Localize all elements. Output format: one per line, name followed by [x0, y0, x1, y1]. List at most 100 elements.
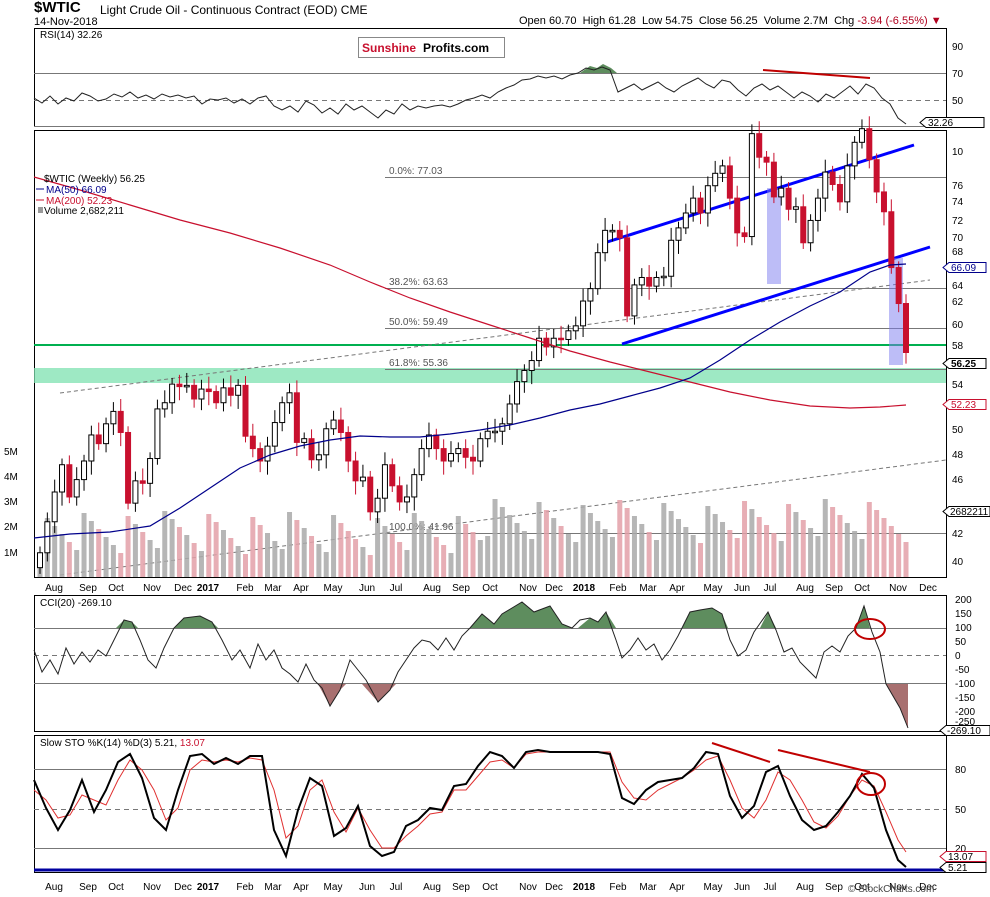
volume-last-value: 2682211 [950, 507, 989, 518]
price-candle [337, 419, 344, 433]
price-candle [719, 165, 726, 174]
chart-instrument-name: Light Crude Oil - Continuous Contract (E… [100, 3, 367, 17]
volume-bar [756, 517, 762, 577]
cci-oversold-fills [318, 684, 908, 728]
volume-bar [624, 508, 630, 577]
volume-bar [477, 540, 483, 577]
price-candle [477, 438, 484, 462]
volume-bar [507, 515, 513, 577]
volume-bar [375, 518, 381, 577]
sunshine-profits-logo: Sunshine Profits.com [358, 37, 505, 58]
price-candle [220, 387, 227, 404]
volume-bar [712, 514, 718, 577]
volume-bar [433, 537, 439, 577]
x-axis-label: Jul [390, 583, 403, 594]
volume-bar [125, 516, 131, 577]
channel-lower-line [621, 245, 931, 346]
volume-bar [419, 521, 425, 577]
volume-bar [287, 512, 293, 577]
volume-bar [294, 520, 300, 577]
price-candle [117, 410, 124, 433]
price-candle [213, 391, 220, 404]
volume-bar [720, 522, 726, 577]
vol-tick: 3M [4, 497, 18, 508]
x-axis-label: Aug [45, 583, 63, 594]
price-candle [359, 476, 366, 482]
legend-volume-swatch [38, 207, 43, 213]
price-candle [352, 460, 359, 482]
sto-divergence-line-1 [711, 742, 771, 763]
price-candle [418, 448, 425, 476]
price-candle [587, 288, 594, 302]
price-candle [624, 237, 631, 317]
price-candle [242, 384, 249, 437]
volume-bar [154, 548, 160, 577]
volume-bar [874, 510, 880, 577]
axis-tick: 70 [952, 233, 964, 244]
sto-legend: Slow STO %K(14) %D(3) 5.21, 13.07 [40, 738, 205, 749]
x-axis-label: Sep [452, 583, 470, 594]
cci-highlight-circle [854, 618, 886, 640]
volume-bar [309, 536, 315, 577]
price-candle [858, 128, 865, 143]
price-candle [176, 383, 183, 388]
volume-bar [397, 542, 403, 577]
volume-bar [866, 502, 872, 577]
volume-bar [455, 516, 461, 577]
price-candle [514, 381, 521, 405]
low-label: Low [641, 15, 663, 27]
x-axis-label: Dec [174, 583, 192, 594]
axis-tick: 46 [952, 475, 964, 486]
volume-bar [521, 531, 527, 577]
x-axis-label: Jul [764, 583, 777, 594]
price-candle [462, 448, 469, 458]
price-candle [139, 480, 146, 484]
volume-bar [492, 499, 498, 577]
cci-fill [578, 612, 616, 628]
cci-last-tag-box [939, 725, 990, 736]
sto-d-last-value: 13.07 [948, 852, 973, 863]
price-candle [814, 197, 821, 221]
x-axis-label: Oct [108, 583, 124, 594]
vol-tick: 2M [4, 522, 18, 533]
price-candle [257, 448, 264, 462]
price-candle [550, 337, 557, 348]
volume-bar [110, 545, 116, 577]
axis-tick: 42 [952, 529, 964, 540]
volume-bar [206, 514, 212, 577]
logo-profits: Profits.com [423, 41, 489, 55]
price-candle [697, 197, 704, 214]
open-label: Open [519, 15, 546, 27]
volume-last-tag [942, 506, 990, 517]
price-candle [682, 212, 689, 229]
cci-panel-frame [34, 595, 947, 732]
volume-bar [580, 505, 586, 577]
price-candle [235, 384, 242, 396]
channel-upper-line [603, 143, 915, 245]
legend-ma50: MA(50) 66.09 [46, 185, 107, 196]
volume-bar [558, 526, 564, 577]
price-candle [653, 276, 660, 287]
cci-line [33, 601, 909, 729]
ma200-last-tag [942, 399, 987, 410]
x-axis-price: Aug Sep Oct Nov Dec 2017 Feb Mar Apr May Jun Jul Aug… [45, 583, 937, 594]
cci-fill [362, 684, 396, 702]
price-candle [470, 456, 476, 462]
x-axis-label: Dec [174, 882, 192, 893]
x-axis-label: Apr [669, 882, 685, 893]
change-value: -3.94 (-6.55%) [857, 15, 928, 27]
sto-highlight-circle [856, 772, 886, 796]
cci-tick: 200 [955, 595, 972, 606]
close-label: Close [698, 15, 728, 27]
cci-tick: -150 [955, 693, 975, 704]
volume-bar [734, 538, 740, 577]
x-axis-label: Mar [264, 583, 282, 594]
price-candle [51, 491, 58, 523]
cci-legend: CCI(20) -269.10 [40, 598, 112, 609]
axis-tick: 62 [952, 297, 964, 308]
x-axis-label: Oct [108, 882, 124, 893]
rsi-divergence-line [762, 69, 871, 79]
volume-bar [162, 511, 168, 577]
fib-label-61: 61.8%: 55.36 [389, 358, 448, 369]
volume-bar [514, 523, 520, 577]
